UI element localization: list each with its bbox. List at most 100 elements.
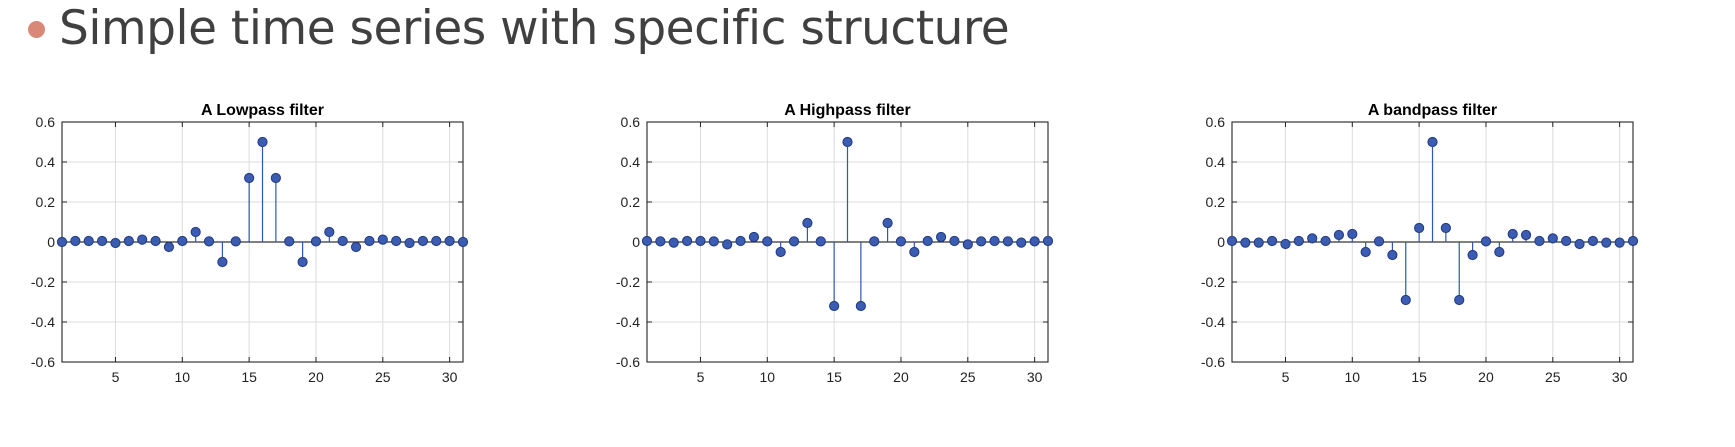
- stem-marker: [217, 256, 228, 268]
- stem-marker: [1427, 136, 1438, 148]
- stem-marker: [1226, 235, 1238, 247]
- stem-marker: [842, 136, 853, 148]
- stem-marker: [869, 236, 880, 247]
- y-tick-label: 0.6: [36, 114, 56, 130]
- stem-marker: [909, 246, 920, 258]
- slide-heading: Simple time series with specific structu…: [28, 0, 1010, 56]
- bullet-dot-icon: [28, 20, 45, 38]
- stem-marker: [324, 226, 335, 238]
- stem-marker: [815, 236, 826, 247]
- stem-marker: [1347, 228, 1358, 240]
- stem-marker: [110, 237, 121, 249]
- charts-row: A Lowpass filter 5 10 15 20 25 30 -0.6 -0.4 -0.2 0…: [0, 95, 1735, 447]
- x-tick-label: 20: [308, 369, 324, 385]
- stem-marker: [922, 235, 933, 247]
- x-tick-label: 5: [697, 369, 705, 385]
- stem-marker: [457, 236, 469, 248]
- x-tick-label: 20: [893, 369, 909, 385]
- stem-marker: [364, 235, 375, 247]
- stem-marker: [1507, 228, 1518, 240]
- stem-marker: [431, 235, 442, 247]
- stem-marker: [270, 172, 281, 184]
- stem-marker: [1373, 236, 1385, 247]
- stem-marker: [1561, 235, 1572, 247]
- stem-marker: [297, 256, 308, 268]
- x-tick-label: 25: [375, 369, 391, 385]
- stem-marker: [748, 231, 760, 243]
- stem-marker: [244, 172, 255, 184]
- y-tick-label: 0: [47, 234, 55, 250]
- x-tick-label: 10: [175, 369, 191, 385]
- x-tick-label: 30: [442, 369, 458, 385]
- stem-marker: [1614, 237, 1625, 248]
- stem-marker: [855, 300, 866, 312]
- stem-marker: [97, 235, 108, 247]
- stem-marker: [177, 235, 188, 247]
- stem-marker: [1520, 229, 1532, 241]
- stem-marker: [417, 235, 428, 247]
- y-tick-label: 0.4: [36, 154, 56, 170]
- y-tick-label: -0.4: [616, 314, 640, 330]
- x-tick-label: 30: [1612, 369, 1628, 385]
- stem-marker: [882, 217, 893, 229]
- x-tick-label: 10: [760, 369, 776, 385]
- highpass-chart: A Highpass filter 5 10 15 20 25 30 -0.6 -0.4 -0.2…: [616, 102, 1054, 385]
- stem-marker: [1440, 222, 1451, 234]
- y-tick-label: -0.6: [1201, 354, 1225, 370]
- y-tick-label: 0.2: [621, 194, 641, 210]
- stem-marker: [337, 235, 348, 247]
- stem-marker: [444, 235, 455, 247]
- stem-marker: [1360, 246, 1371, 258]
- stem-marker: [377, 234, 388, 245]
- stem-marker: [668, 237, 679, 248]
- stem-marker: [404, 237, 415, 249]
- y-tick-label: 0.4: [621, 154, 641, 170]
- stem-marker: [56, 236, 68, 248]
- stem-marker: [1414, 222, 1425, 234]
- stem-marker: [391, 235, 402, 247]
- x-tick-label: 20: [1478, 369, 1494, 385]
- stem-marker: [310, 236, 322, 247]
- y-tick-label: -0.6: [31, 354, 55, 370]
- stem-marker: [137, 234, 148, 245]
- stem-marker: [1534, 235, 1545, 247]
- y-tick-label: -0.4: [31, 314, 55, 330]
- y-tick-label: 0.6: [621, 114, 641, 130]
- y-tick-label: -0.2: [616, 274, 640, 290]
- x-tick-label: 5: [1282, 369, 1290, 385]
- stem-marker: [762, 236, 773, 247]
- stem-marker: [695, 235, 706, 247]
- stem-marker: [829, 300, 840, 312]
- y-tick-label: 0.2: [1206, 194, 1226, 210]
- stem-marker: [1042, 235, 1054, 247]
- lowpass-chart: A Lowpass filter 5 10 15 20 25 30 -0.6 -0.4 -0.2 0…: [31, 102, 469, 385]
- stem-marker: [1587, 235, 1598, 247]
- stem-marker: [350, 241, 362, 253]
- y-tick-label: -0.6: [616, 354, 640, 370]
- x-tick-label: 10: [1345, 369, 1361, 385]
- stem-marker: [949, 235, 960, 247]
- stem-marker: [1627, 235, 1639, 247]
- x-tick-label: 15: [1411, 369, 1427, 385]
- stem-marker: [708, 236, 719, 247]
- stem-marker: [935, 231, 947, 243]
- stem-marker: [722, 239, 733, 250]
- stem-marker: [1280, 238, 1291, 250]
- stem-marker: [284, 236, 295, 247]
- stem-marker: [1574, 238, 1585, 250]
- x-tick-label: 25: [960, 369, 976, 385]
- stem-marker: [230, 236, 241, 247]
- y-tick-label: -0.2: [31, 274, 55, 290]
- stem-marker: [655, 236, 666, 247]
- stem-marker: [70, 235, 81, 247]
- stem-marker: [682, 235, 693, 247]
- stem-marker: [641, 235, 653, 247]
- stem-marker: [123, 235, 134, 247]
- x-tick-label: 25: [1545, 369, 1561, 385]
- stem-marker: [203, 236, 215, 247]
- stem-marker: [976, 236, 987, 247]
- y-tick-label: 0: [632, 234, 640, 250]
- stem-marker: [1333, 229, 1345, 241]
- stem-marker: [1494, 246, 1505, 258]
- y-tick-label: -0.4: [1201, 314, 1225, 330]
